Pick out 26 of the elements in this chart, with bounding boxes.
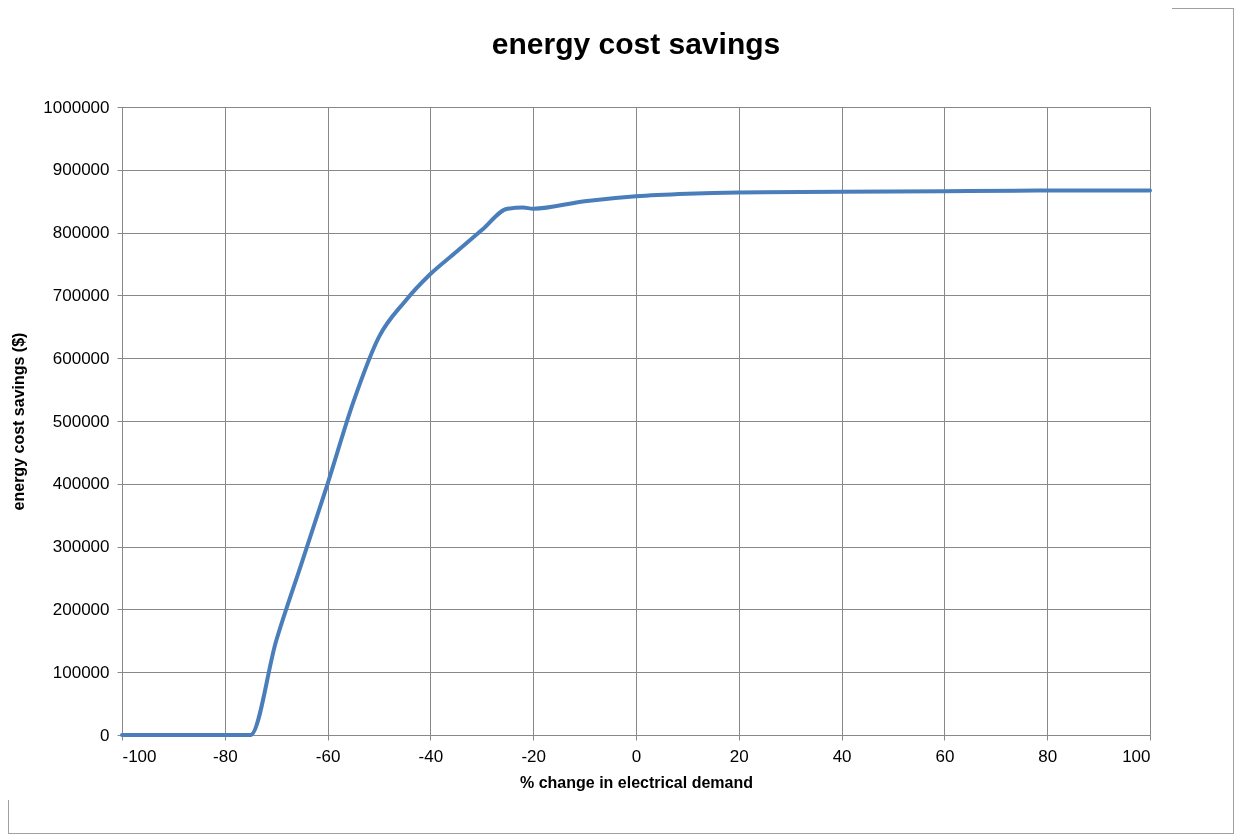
- x-tick-label: -40: [418, 746, 444, 766]
- y-tick-label: 800000: [52, 223, 110, 243]
- x-tick-label: 40: [832, 746, 852, 766]
- line-series: [120, 188, 1152, 737]
- y-axis-title: energy cost savings ($): [10, 332, 28, 511]
- x-tick-label: 20: [729, 746, 749, 766]
- x-tick-label: -60: [315, 746, 341, 766]
- y-tick-label: 300000: [52, 537, 110, 557]
- x-tick-label: -100: [122, 746, 157, 766]
- x-tick-label: -20: [521, 746, 546, 766]
- y-tick-label: 900000: [52, 160, 110, 180]
- x-tick-label: 0: [631, 746, 642, 766]
- x-axis-title: % change in electrical demand: [520, 773, 753, 791]
- y-tick-label: 100000: [52, 662, 110, 682]
- y-tick-label: 0: [100, 725, 110, 745]
- x-tick-label: -80: [213, 746, 238, 766]
- y-tick-label: 1000000: [43, 97, 110, 117]
- y-tick-label: 600000: [52, 348, 110, 368]
- x-tick-label: 100: [1122, 746, 1151, 766]
- x-tick-label: 80: [1038, 746, 1058, 766]
- y-tick-label: 500000: [52, 411, 110, 431]
- y-tick-label: 400000: [52, 474, 110, 494]
- chart-title: energy cost savings: [491, 27, 781, 60]
- y-tick-label: 700000: [52, 285, 110, 305]
- y-tick-label: 200000: [52, 599, 110, 619]
- x-tick-label: 60: [935, 746, 955, 766]
